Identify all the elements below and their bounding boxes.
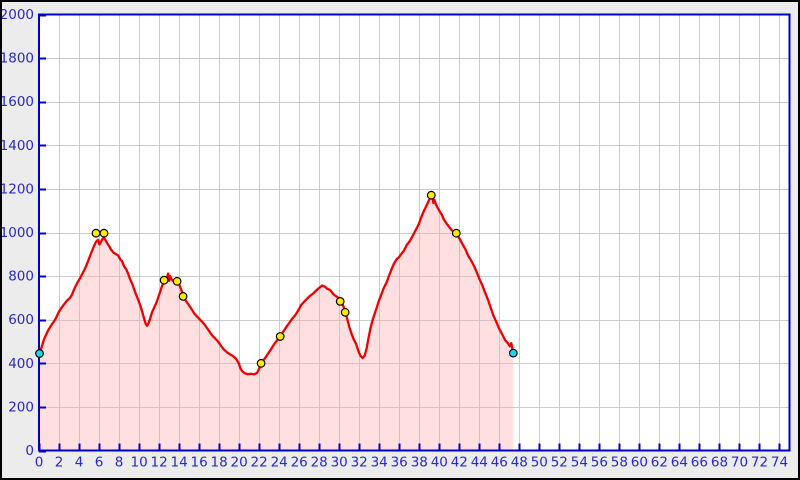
svg-text:0: 0 (35, 455, 44, 471)
waypoint-marker (426, 190, 436, 200)
svg-text:2000: 2000 (0, 7, 34, 23)
svg-text:8: 8 (115, 455, 124, 471)
svg-text:6: 6 (95, 455, 104, 471)
svg-text:62: 62 (651, 455, 668, 471)
svg-text:14: 14 (171, 455, 188, 471)
waypoint-marker (91, 228, 101, 238)
waypoint-marker (256, 358, 266, 368)
waypoint-marker (275, 332, 285, 341)
svg-text:42: 42 (451, 455, 468, 471)
svg-text:2: 2 (55, 455, 64, 471)
svg-text:1000: 1000 (0, 225, 34, 241)
svg-text:20: 20 (231, 455, 248, 471)
svg-text:56: 56 (591, 455, 608, 471)
endpoint-marker (35, 349, 44, 358)
svg-text:64: 64 (671, 455, 688, 471)
svg-text:12: 12 (151, 455, 168, 471)
elevation-area (39, 195, 514, 451)
svg-text:0: 0 (25, 443, 34, 459)
svg-text:36: 36 (391, 455, 408, 471)
svg-text:74: 74 (771, 455, 788, 471)
svg-text:54: 54 (571, 455, 588, 471)
svg-text:38: 38 (411, 455, 428, 471)
waypoint-marker (178, 292, 188, 301)
svg-text:24: 24 (271, 455, 288, 471)
waypoint-marker (99, 228, 109, 238)
waypoint-marker (159, 275, 169, 285)
svg-text:1600: 1600 (0, 94, 34, 110)
svg-text:1800: 1800 (0, 51, 34, 67)
x-axis-labels: 0 2 4 6 8 10 12 14 16 18 20 22 24 26 28 30 32 34 36 38 40 42 4… (35, 455, 788, 471)
svg-text:600: 600 (8, 312, 34, 328)
svg-text:400: 400 (8, 356, 34, 372)
svg-text:52: 52 (551, 455, 568, 471)
endpoint-marker (508, 348, 518, 358)
axis-ticks (38, 14, 781, 453)
svg-text:46: 46 (491, 455, 508, 471)
svg-text:800: 800 (8, 269, 34, 285)
svg-text:40: 40 (431, 455, 448, 471)
svg-text:200: 200 (8, 399, 34, 415)
svg-text:28: 28 (311, 455, 328, 471)
svg-text:22: 22 (251, 455, 268, 471)
svg-text:58: 58 (611, 455, 628, 471)
svg-text:4: 4 (75, 455, 84, 471)
waypoint-markers (35, 190, 518, 368)
svg-text:44: 44 (471, 455, 488, 471)
svg-text:26: 26 (291, 455, 308, 471)
waypoint-marker (172, 276, 182, 286)
svg-text:66: 66 (691, 455, 708, 471)
svg-text:18: 18 (211, 455, 228, 471)
svg-text:60: 60 (631, 455, 648, 471)
svg-text:72: 72 (751, 455, 768, 471)
svg-text:68: 68 (711, 455, 728, 471)
gridlines (39, 14, 790, 451)
svg-text:30: 30 (331, 455, 348, 471)
svg-text:50: 50 (531, 455, 548, 471)
svg-text:34: 34 (371, 455, 388, 471)
svg-text:10: 10 (131, 455, 148, 471)
svg-text:1400: 1400 (0, 138, 34, 154)
svg-text:32: 32 (351, 455, 368, 471)
y-axis-labels: 0 200 400 600 800 1000 1200 1400 1600 1800 2000 (0, 7, 34, 459)
svg-text:70: 70 (731, 455, 748, 471)
waypoint-marker (451, 228, 461, 238)
svg-text:16: 16 (191, 455, 208, 471)
waypoint-marker (335, 297, 345, 306)
waypoint-marker (340, 307, 350, 317)
svg-text:1200: 1200 (0, 181, 34, 197)
svg-text:48: 48 (511, 455, 528, 471)
